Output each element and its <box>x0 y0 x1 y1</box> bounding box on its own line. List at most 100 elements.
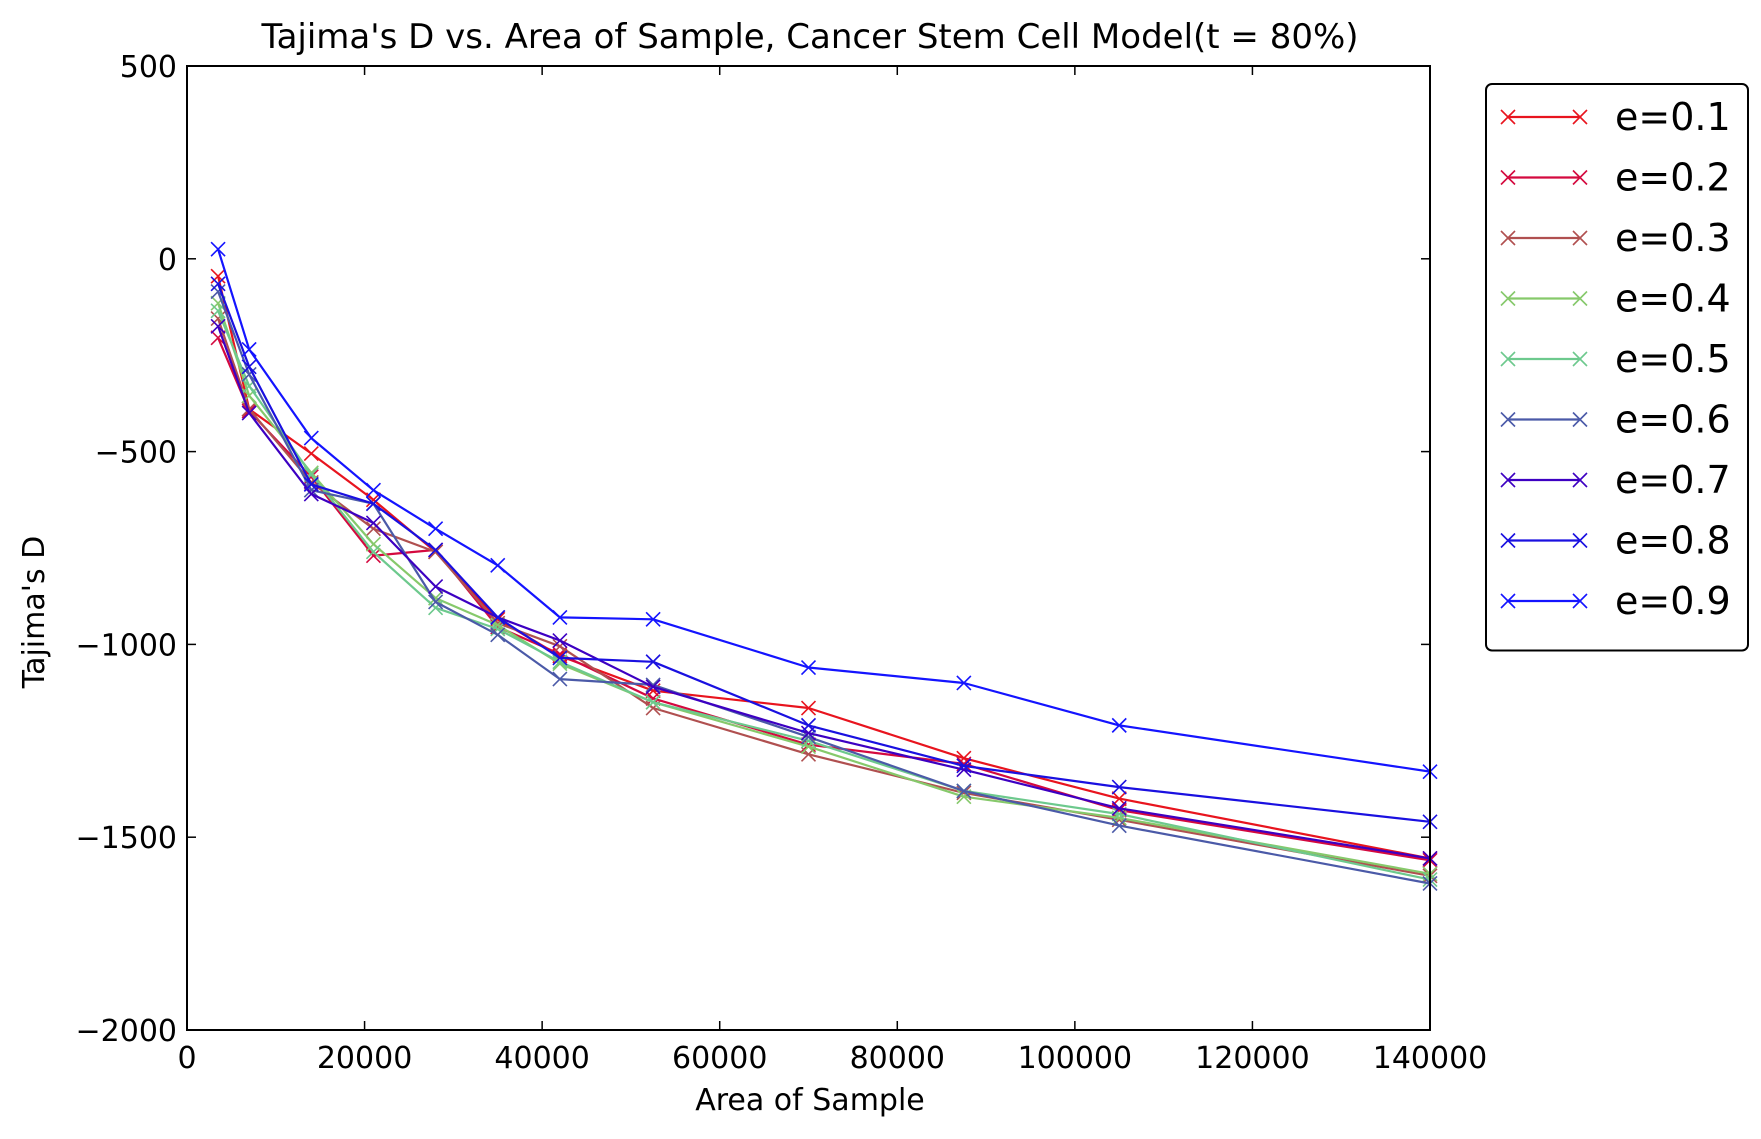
series-e=0.3 <box>210 311 1438 884</box>
legend-entry: e=0.6 <box>1500 398 1731 442</box>
data-point <box>552 671 568 687</box>
legend-marker <box>1500 230 1516 246</box>
x-tick-label: 20000 <box>317 1041 412 1076</box>
legend-label: e=0.4 <box>1615 277 1731 321</box>
series-e=0.8 <box>210 276 1438 830</box>
legend-entry: e=0.7 <box>1500 458 1731 502</box>
legend-entry: e=0.2 <box>1500 156 1731 200</box>
series-e=0.1 <box>210 268 1438 866</box>
series-line <box>217 283 1431 823</box>
data-point <box>210 268 226 284</box>
x-tick-label: 80000 <box>850 1041 945 1076</box>
legend-label: e=0.8 <box>1615 519 1731 563</box>
legend-marker <box>1572 532 1588 549</box>
x-tick-label: 140000 <box>1373 1041 1488 1076</box>
data-point <box>365 482 382 498</box>
data-point <box>645 677 661 693</box>
data-point <box>365 544 382 560</box>
y-tick-label: 0 <box>158 243 177 278</box>
data-point <box>552 650 568 666</box>
legend: e=0.1 e=0.2 e=0.3 e=0.4 e=0.5 e=0.6 e=0.7 e=0.8… <box>1485 83 1749 652</box>
data-point <box>365 515 382 531</box>
data-point <box>428 600 444 616</box>
legend-marker <box>1500 109 1516 125</box>
legend-marker <box>1572 351 1588 367</box>
x-tick-label: 0 <box>177 1041 196 1076</box>
data-point <box>1111 779 1127 795</box>
legend-entry: e=0.3 <box>1500 216 1731 260</box>
legend-marker <box>1500 593 1516 609</box>
data-point <box>490 557 506 573</box>
y-axis-label: Tajima's D <box>17 536 52 690</box>
data-point <box>645 654 661 670</box>
legend-marker <box>1500 472 1516 488</box>
data-point <box>800 717 817 733</box>
series-e=0.4 <box>210 295 1438 882</box>
series-line <box>217 291 1431 885</box>
legend-label: e=0.7 <box>1615 458 1731 502</box>
data-point <box>210 276 226 292</box>
legend-label: e=0.1 <box>1615 95 1731 139</box>
legend-marker <box>1500 411 1516 428</box>
legend-marker <box>1500 169 1516 186</box>
series-e=0.2 <box>210 330 1438 868</box>
data-point <box>645 694 661 710</box>
data-point <box>645 679 661 695</box>
legend-marker <box>1500 290 1516 307</box>
plot-frame <box>186 65 1431 1031</box>
data-point <box>365 536 382 552</box>
data-point <box>241 359 257 375</box>
plot-area: 0 20000 40000 60000 80000 100000 120000 140000 −… <box>76 50 1488 1076</box>
data-point <box>303 445 319 462</box>
y-tick-label: −1500 <box>76 821 177 856</box>
data-point <box>800 746 817 762</box>
series-line <box>217 248 1431 773</box>
chart-title: Tajima's D vs. Area of Sample, Cancer St… <box>260 17 1358 57</box>
data-point <box>428 542 444 558</box>
legend-marker <box>1572 230 1588 246</box>
series-line <box>217 318 1431 877</box>
legend-marker <box>1572 290 1588 307</box>
legend-label: e=0.2 <box>1615 156 1731 200</box>
legend-marker <box>1572 109 1588 125</box>
y-tick-label: −500 <box>95 436 177 471</box>
x-tick-label: 60000 <box>672 1041 767 1076</box>
data-point <box>1111 717 1127 733</box>
data-point <box>241 366 257 383</box>
data-point <box>552 609 568 625</box>
data-point <box>490 621 506 637</box>
data-point <box>303 476 319 492</box>
data-point <box>365 496 382 512</box>
legend-marker <box>1572 472 1588 488</box>
legend-marker <box>1572 593 1588 609</box>
legend-label: e=0.6 <box>1615 398 1731 442</box>
legend-label: e=0.3 <box>1615 216 1731 260</box>
legend-marker <box>1500 532 1516 549</box>
legend-box <box>1485 83 1749 652</box>
data-point <box>956 758 972 774</box>
data-point <box>490 627 506 643</box>
data-point <box>303 430 319 446</box>
data-point <box>241 401 257 417</box>
legend-entry: e=0.8 <box>1500 519 1731 563</box>
legend-entry: e=0.1 <box>1500 95 1731 139</box>
data-point <box>490 609 506 625</box>
data-point <box>800 725 817 741</box>
data-point <box>365 548 382 564</box>
data-point <box>241 341 257 357</box>
series-line <box>217 337 1431 862</box>
data-point <box>428 578 444 595</box>
series-e=0.7 <box>210 318 1438 866</box>
y-tick-label: 500 <box>120 50 177 85</box>
legend-entry: e=0.5 <box>1500 337 1731 381</box>
x-tick-label: 100000 <box>1018 1041 1133 1076</box>
data-point <box>428 594 444 610</box>
data-point <box>956 675 972 691</box>
data-point <box>1111 800 1127 816</box>
x-tick-label: 120000 <box>1195 1041 1310 1076</box>
data-point <box>210 318 226 334</box>
legend-entry: e=0.4 <box>1500 277 1731 321</box>
data-point <box>956 783 972 799</box>
y-tick-label: −2000 <box>76 1014 177 1049</box>
